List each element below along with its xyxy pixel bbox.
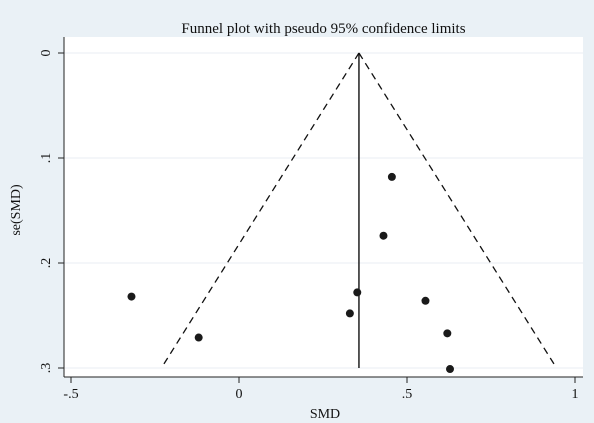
study-point-6 [345, 309, 354, 318]
y-axis-label: se(SMD) [9, 184, 24, 236]
x-axis-label: SMD [310, 407, 340, 422]
study-point-9 [446, 365, 455, 374]
study-point-4 [127, 292, 136, 301]
study-point-2 [379, 231, 388, 240]
y-axis: 0 .1 .2 .3 [39, 37, 65, 377]
study-point-7 [443, 329, 452, 338]
study-point-5 [421, 296, 430, 305]
confidence-limits [160, 52, 558, 369]
x-tick-label-1: 0 [236, 387, 243, 402]
study-point-3 [353, 288, 362, 297]
y-tick-label-0: 0 [39, 50, 54, 57]
y-tick-label-1: .1 [39, 153, 54, 164]
y-tick-label-3: .3 [39, 363, 54, 374]
plot-area [64, 37, 583, 377]
study-points [127, 172, 455, 374]
study-point-1 [387, 172, 396, 181]
gridlines [64, 52, 583, 369]
upper-confidence-limit [358, 52, 558, 369]
x-axis: -.5 0 .5 1 [63, 376, 583, 402]
x-tick-label-0: -.5 [63, 387, 78, 402]
chart-title: Funnel plot with pseudo 95% confidence l… [181, 21, 465, 37]
x-tick-label-2: .5 [402, 387, 413, 402]
lower-confidence-limit [160, 52, 360, 369]
study-point-8 [194, 333, 203, 342]
y-tick-label-2: .2 [39, 258, 54, 269]
x-tick-label-3: 1 [572, 387, 579, 402]
